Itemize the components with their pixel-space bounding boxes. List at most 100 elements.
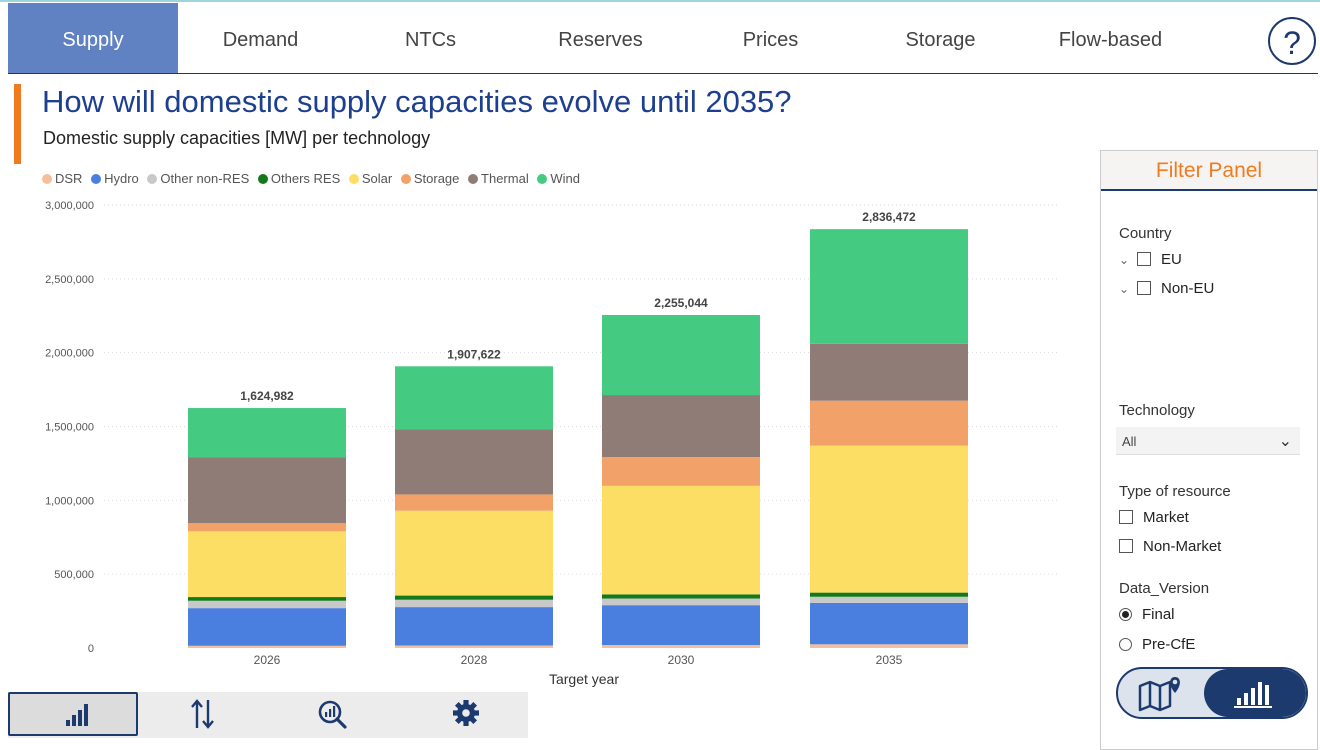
bar-segment-wind <box>810 229 968 344</box>
legend-item-storage[interactable]: Storage <box>400 171 460 186</box>
pre-cfe-radio[interactable] <box>1119 638 1132 651</box>
final-radio[interactable] <box>1119 608 1132 621</box>
resource-item-non-market-label: Non-Market <box>1143 538 1222 555</box>
legend-dot-storage <box>400 174 411 184</box>
x-axis-title: Target year <box>549 671 619 687</box>
country-item-non-eu[interactable]: ⌄ Non-EU <box>1119 280 1214 297</box>
legend-dot-other-non-res <box>147 174 158 184</box>
country-item-eu[interactable]: ⌄ EU <box>1119 251 1182 268</box>
page-subtitle: Domestic supply capacities [MW] per tech… <box>43 128 431 148</box>
legend-item-other-non-res[interactable]: Other non-RES <box>147 171 249 186</box>
legend-label-storage: Storage <box>413 171 460 186</box>
filter-panel-title: Filter Panel <box>1101 151 1317 191</box>
country-item-non-eu-label: Non-EU <box>1161 280 1215 297</box>
bar-chart-nav-button[interactable] <box>8 692 138 736</box>
legend-item-wind[interactable]: Wind <box>537 171 580 186</box>
bar-segment-others-res <box>188 597 346 601</box>
legend-label-others-res: Others RES <box>270 171 341 186</box>
bar-segment-thermal <box>810 343 968 401</box>
bar-segment-others-res <box>602 594 760 599</box>
view-toggle <box>1116 667 1308 719</box>
bar-segment-solar <box>810 445 968 593</box>
tab-storage[interactable]: Storage <box>905 29 976 51</box>
y-tick-label: 1,500,000 <box>45 422 94 434</box>
y-tick-label: 2,000,000 <box>45 348 94 360</box>
bar-segment-wind <box>602 315 760 396</box>
bar-total-label: 2,836,472 <box>862 210 916 224</box>
bar-segment-hydro <box>602 605 760 646</box>
bar-segment-hydro <box>188 608 346 646</box>
bar-segment-storage <box>602 457 760 486</box>
chevron-down-icon[interactable]: ⌄ <box>1119 282 1130 296</box>
bar-chart-icon <box>66 704 88 726</box>
y-tick-label: 500,000 <box>54 569 94 581</box>
bar-segment-solar <box>188 531 346 598</box>
sort-nav-button[interactable] <box>138 692 268 736</box>
bar-segment-dsr <box>602 645 760 648</box>
tab-supply[interactable]: Supply <box>8 3 178 73</box>
bar-segment-dsr <box>395 645 553 648</box>
resource-item-market[interactable]: Market <box>1119 509 1189 526</box>
legend-label-wind: Wind <box>550 171 580 186</box>
bar-segment-other-non-res <box>810 596 968 603</box>
non-eu-checkbox[interactable] <box>1137 281 1151 295</box>
bar-segment-wind <box>395 366 553 430</box>
bar-segment-other-non-res <box>395 599 553 608</box>
legend-label-solar: Solar <box>361 171 393 186</box>
data-version-final-label: Final <box>1142 606 1175 623</box>
resource-item-non-market[interactable]: Non-Market <box>1119 538 1221 555</box>
help-button[interactable]: ? <box>1268 17 1316 65</box>
resource-item-market-label: Market <box>1143 509 1189 526</box>
bar-segment-solar <box>395 510 553 596</box>
search-chart-icon <box>318 700 347 729</box>
search-chart-nav-button[interactable] <box>268 692 398 736</box>
bar-total-label: 2,255,044 <box>654 296 708 310</box>
legend-dot-wind <box>537 174 548 184</box>
tab-prices[interactable]: Prices <box>742 29 799 51</box>
legend-item-thermal[interactable]: Thermal <box>468 171 529 186</box>
bottom-navigation <box>8 692 528 738</box>
tab-reserves[interactable]: Reserves <box>558 29 643 51</box>
technology-label: Technology <box>1119 402 1195 419</box>
legend-dot-others-res <box>257 174 268 184</box>
settings-nav-button[interactable] <box>398 692 528 736</box>
eu-checkbox[interactable] <box>1137 252 1151 266</box>
legend-item-dsr[interactable]: DSR <box>42 171 82 186</box>
y-tick-label: 1,000,000 <box>45 495 94 507</box>
chevron-down-icon[interactable]: ⌄ <box>1119 253 1130 267</box>
map-view-button[interactable] <box>1118 669 1204 717</box>
bar-segment-others-res <box>810 592 968 597</box>
legend-item-solar[interactable]: Solar <box>348 171 393 186</box>
legend-label-hydro: Hydro <box>104 171 139 186</box>
legend-label-thermal: Thermal <box>481 171 529 186</box>
legend-label-dsr: DSR <box>55 171 83 186</box>
x-tick-label: 2030 <box>668 653 695 667</box>
bar-segment-storage <box>810 400 968 446</box>
y-tick-label: 2,500,000 <box>45 274 94 286</box>
legend-item-others-res[interactable]: Others RES <box>257 171 341 186</box>
map-pin-icon <box>1138 677 1180 712</box>
non-market-checkbox[interactable] <box>1119 539 1133 553</box>
top-accent-line <box>0 0 1320 2</box>
market-checkbox[interactable] <box>1119 510 1133 524</box>
sort-arrows-icon <box>191 699 214 729</box>
legend-dot-dsr <box>42 174 52 184</box>
tab-ntcs[interactable]: NTCs <box>404 29 457 51</box>
tab-flow-based[interactable]: Flow-based <box>1058 29 1163 51</box>
bar-chart-icon <box>1234 682 1272 708</box>
bar-segment-other-non-res <box>602 598 760 606</box>
stacked-bar-chart: 0 500,000 1,000,000 1,500,000 2,000,000 2,500… <box>45 200 1060 687</box>
x-tick-label: 2026 <box>254 653 281 667</box>
bar-segment-hydro <box>810 602 968 645</box>
technology-dropdown[interactable]: All ⌄ <box>1116 427 1300 455</box>
tab-demand[interactable]: Demand <box>222 29 299 51</box>
legend-dot-thermal <box>468 174 479 184</box>
chart-view-button[interactable] <box>1204 669 1306 717</box>
data-version-final[interactable]: Final <box>1119 606 1175 623</box>
tab-bar: Supply Demand NTCs Reserves Prices Stora… <box>8 3 1318 74</box>
legend-item-hydro[interactable]: Hydro <box>91 171 139 186</box>
bar-segment-thermal <box>188 457 346 524</box>
bar-segment-thermal <box>395 429 553 495</box>
bar-segment-storage <box>188 523 346 532</box>
data-version-pre-cfe[interactable]: Pre-CfE <box>1119 636 1195 653</box>
